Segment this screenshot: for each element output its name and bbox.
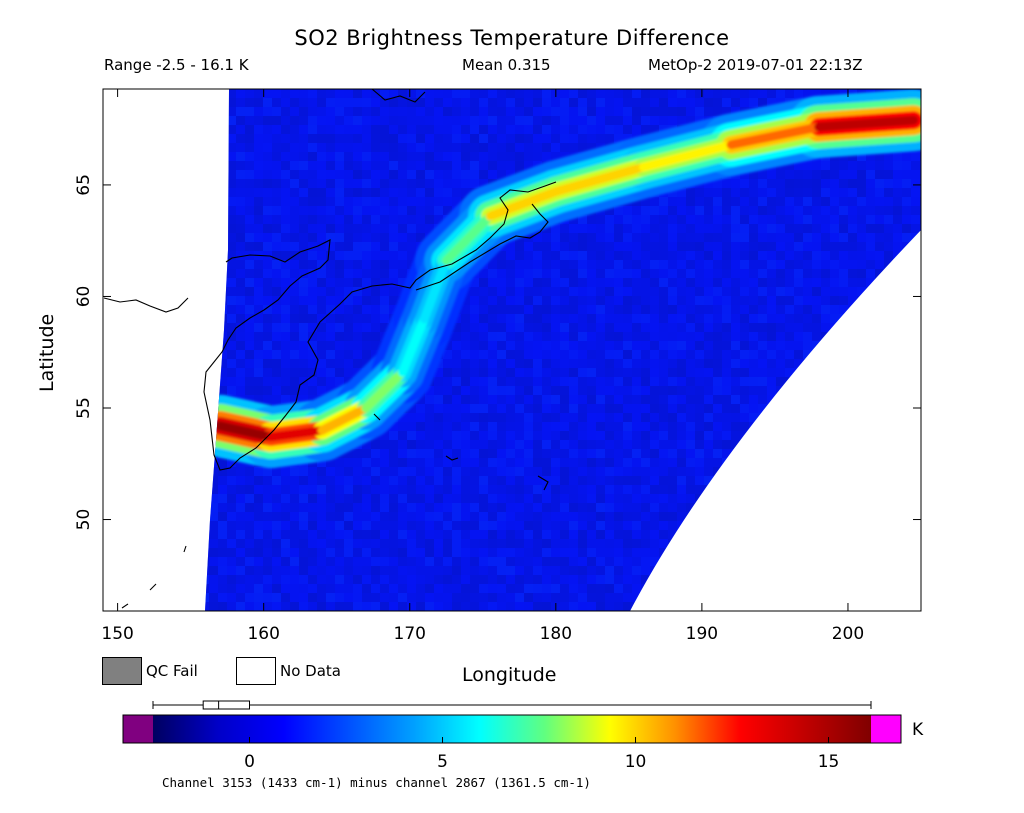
colorbar-tick-label: 15	[818, 752, 840, 772]
plume-segment	[419, 256, 451, 324]
value-range-label: Range -2.5 - 16.1 K	[104, 56, 249, 74]
no-data-swatch	[236, 657, 276, 685]
plume-segment	[551, 162, 648, 197]
coastline-segment	[445, 455, 459, 461]
plume-segment	[726, 122, 824, 150]
plot-frame	[102, 88, 922, 612]
x-axis-label: Longitude	[462, 664, 557, 686]
y-tick-label: 60	[74, 286, 94, 308]
colorbar-gradient	[153, 715, 871, 743]
coastline-segment	[371, 89, 426, 103]
colorbar-over-swatch	[871, 715, 901, 743]
x-tick-label: 170	[394, 624, 426, 644]
coastline-segment	[373, 413, 381, 421]
plume-segment	[397, 314, 429, 377]
coastline-segment	[121, 603, 129, 609]
colorbar-tick-label: 5	[437, 752, 448, 772]
y-tick-label: 65	[74, 174, 94, 196]
coastline-segment	[415, 203, 549, 291]
coastline-segment	[103, 297, 189, 313]
y-tick-label: 50	[74, 509, 94, 531]
colorbar-tick-label: 0	[244, 752, 255, 772]
plume-segment	[441, 211, 495, 266]
coastline	[103, 89, 557, 609]
colorbar-under-swatch	[123, 715, 153, 743]
no-data-label: No Data	[280, 662, 341, 680]
plume-segment	[485, 187, 561, 221]
x-tick-label: 180	[540, 624, 572, 644]
colorbar-frame	[122, 714, 902, 744]
plume-segment	[317, 403, 371, 435]
qc-fail-label: QC Fail	[146, 662, 198, 680]
coastline-segment	[149, 583, 157, 591]
mean-label: Mean 0.315	[462, 56, 551, 74]
x-tick-label: 160	[247, 624, 279, 644]
x-tick-label: 190	[686, 624, 718, 644]
plume-segment	[266, 425, 327, 442]
x-tick-label: 200	[832, 624, 864, 644]
boxplot-box	[202, 700, 251, 710]
coastline-segment	[183, 545, 187, 553]
qc-fail-swatch	[102, 657, 142, 685]
coastline-segment	[537, 475, 549, 491]
colorbar-caption: Channel 3153 (1433 cm-1) minus channel 2…	[162, 775, 591, 790]
plume-segment	[814, 115, 919, 132]
coastline-segment	[203, 181, 557, 471]
colorbar-unit: K	[912, 720, 924, 740]
plume-segment	[638, 140, 736, 172]
y-axis-label: Latitude	[36, 313, 58, 392]
satellite-time-label: MetOp-2 2019-07-01 22:13Z	[648, 56, 863, 74]
plume-segment	[361, 367, 407, 413]
chart-title: SO2 Brightness Temperature Difference	[294, 26, 730, 50]
plume-segment	[215, 421, 276, 442]
x-tick-label: 150	[101, 624, 133, 644]
y-tick-label: 55	[74, 397, 94, 419]
colorbar-tick-label: 10	[625, 752, 647, 772]
